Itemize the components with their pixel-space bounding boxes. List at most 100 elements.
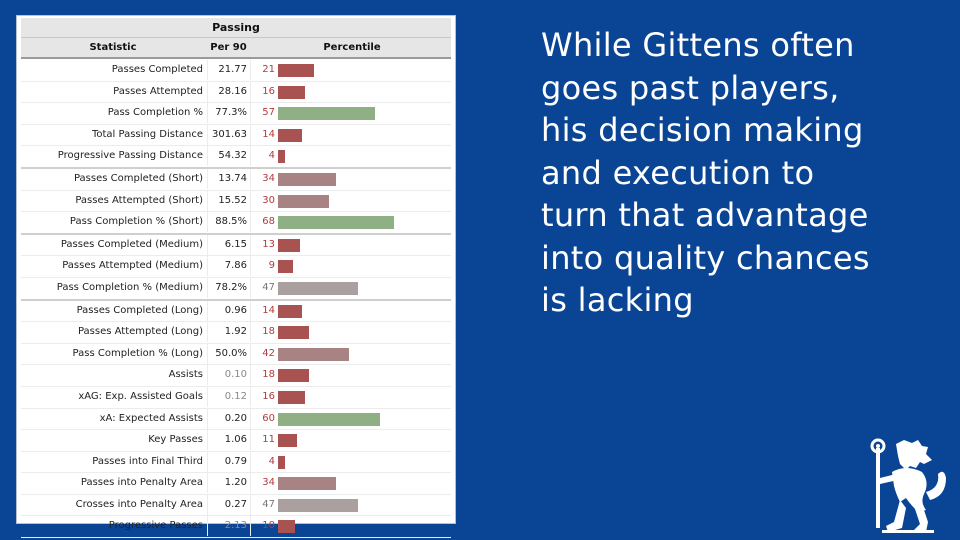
percentile-bar <box>278 260 294 274</box>
per90-value: 1.92 <box>207 322 251 343</box>
percentile-bar <box>278 326 309 340</box>
stat-name: Pass Completion % (Long) <box>72 347 203 359</box>
per90-value: 13.74 <box>207 168 251 189</box>
percentile-bar-track <box>278 128 448 142</box>
table-row: Passes into Final Third 0.79 4 <box>21 451 451 474</box>
percentile-bar <box>278 347 350 361</box>
stat-name: Passes Completed (Short) <box>73 172 203 184</box>
percentile-bar-track <box>278 64 448 77</box>
percentile-value: 30 <box>262 194 275 206</box>
percentile-bar <box>278 128 302 142</box>
stat-name: Passes into Final Third <box>92 455 203 467</box>
lion-crest-icon <box>870 438 946 533</box>
table-row: Passes Attempted 28.16 16 <box>21 81 451 104</box>
per90-value: 0.12 <box>207 386 251 407</box>
percentile-bar-track <box>278 85 448 99</box>
table-row: Passes Completed (Medium) 6.15 13 <box>21 234 451 257</box>
percentile-bar-track <box>278 347 448 361</box>
stat-name: xAG: Exp. Assisted Goals <box>78 390 203 402</box>
percentile-bar <box>278 369 309 383</box>
table-row: xAG: Exp. Assisted Goals 0.12 16 <box>21 386 451 409</box>
percentile-value: 16 <box>262 85 275 97</box>
per90-value: 54.32 <box>207 146 251 167</box>
percentile-value: 57 <box>262 107 275 119</box>
per90-value: 78.2% <box>207 277 251 298</box>
headline-line: goes past players, <box>541 68 840 107</box>
per90-value: 0.79 <box>207 451 251 472</box>
table-body: Passes Completed 21.77 21 Passes Attempted 2… <box>21 60 451 539</box>
percentile-bar <box>278 520 295 534</box>
percentile-bar <box>278 390 306 404</box>
percentile-value: 47 <box>262 498 275 510</box>
percentile-value: 10 <box>262 520 275 532</box>
percentile-bar <box>278 150 285 164</box>
percentile-bar <box>278 85 306 99</box>
percentile-bar <box>278 455 285 469</box>
percentile-value: 16 <box>262 390 275 402</box>
table-row: Passes Attempted (Short) 15.52 30 <box>21 190 451 213</box>
percentile-bar-track <box>278 434 448 448</box>
table-row: Total Passing Distance 301.63 14 <box>21 124 451 147</box>
percentile-bar-track <box>278 172 448 186</box>
stat-name: Passes into Penalty Area <box>80 477 203 489</box>
percentile-value: 68 <box>262 216 275 228</box>
percentile-bar-track <box>278 326 448 340</box>
percentile-bar-track <box>278 369 448 383</box>
percentile-value: 14 <box>262 304 275 316</box>
table-row: Passes Attempted (Medium) 7.86 9 <box>21 256 451 278</box>
percentile-value: 13 <box>262 238 275 250</box>
table-row: Key Passes 1.06 11 <box>21 430 451 452</box>
table-row: Passes into Penalty Area 1.20 34 <box>21 473 451 495</box>
table-row: Passes Completed 21.77 21 <box>21 60 451 82</box>
stat-name: Assists <box>168 369 203 381</box>
percentile-bar-track <box>278 238 448 252</box>
percentile-bar <box>278 238 301 252</box>
stat-name: Pass Completion % (Medium) <box>56 281 203 293</box>
table-row: Passes Completed (Long) 0.96 14 <box>21 300 451 323</box>
percentile-bar-track <box>278 477 448 491</box>
per90-value: 15.52 <box>207 190 251 211</box>
percentile-bar-track <box>278 150 448 164</box>
stat-name: Pass Completion % <box>107 107 203 119</box>
per90-value: 77.3% <box>207 103 251 124</box>
percentile-bar <box>278 64 314 77</box>
table-row: Assists 0.10 18 <box>21 365 451 387</box>
percentile-value: 21 <box>262 64 275 75</box>
percentile-bar-track <box>278 390 448 404</box>
percentile-bar <box>278 216 394 230</box>
percentile-value: 42 <box>262 347 275 359</box>
per90-value: 0.27 <box>207 494 251 515</box>
percentile-bar-track <box>278 520 448 534</box>
table-row: Passes Completed (Short) 13.74 34 <box>21 168 451 191</box>
headline-line: his decision making <box>541 111 864 149</box>
stat-name: Passes Attempted (Long) <box>77 326 203 338</box>
headline-line: and execution to <box>541 153 815 192</box>
percentile-bar <box>278 477 336 491</box>
percentile-bar-track <box>278 216 448 230</box>
table-row: Pass Completion % 77.3% 57 <box>21 103 451 125</box>
percentile-bar-track <box>278 455 448 469</box>
per90-value: 50.0% <box>207 343 251 364</box>
percentile-value: 18 <box>262 326 275 338</box>
column-header-percentile: Percentile <box>323 42 381 53</box>
headline-text: While Gittens often goes past players, h… <box>541 24 941 322</box>
column-header-per90: Per 90 <box>210 42 247 53</box>
table-row: Crosses into Penalty Area 0.27 47 <box>21 494 451 517</box>
percentile-value: 47 <box>262 281 275 293</box>
table-row: Passes Attempted (Long) 1.92 18 <box>21 322 451 344</box>
percentile-bar <box>278 107 375 121</box>
per90-value: 28.16 <box>207 81 251 102</box>
percentile-bar-track <box>278 498 448 512</box>
percentile-bar-track <box>278 281 448 295</box>
table-row: Pass Completion % (Long) 50.0% 42 <box>21 343 451 366</box>
stat-name: Crosses into Penalty Area <box>75 498 203 510</box>
percentile-bar <box>278 194 329 208</box>
percentile-value: 4 <box>268 150 275 162</box>
per90-value: 7.86 <box>207 256 251 277</box>
per90-value: 21.77 <box>207 60 251 80</box>
percentile-bar <box>278 304 302 318</box>
passing-stats-table: Passing Statistic Per 90 Percentile Pass… <box>16 15 456 539</box>
percentile-value: 14 <box>262 128 275 140</box>
per90-value: 2.13 <box>207 516 251 537</box>
table-row: Pass Completion % (Medium) 78.2% 47 <box>21 277 451 301</box>
